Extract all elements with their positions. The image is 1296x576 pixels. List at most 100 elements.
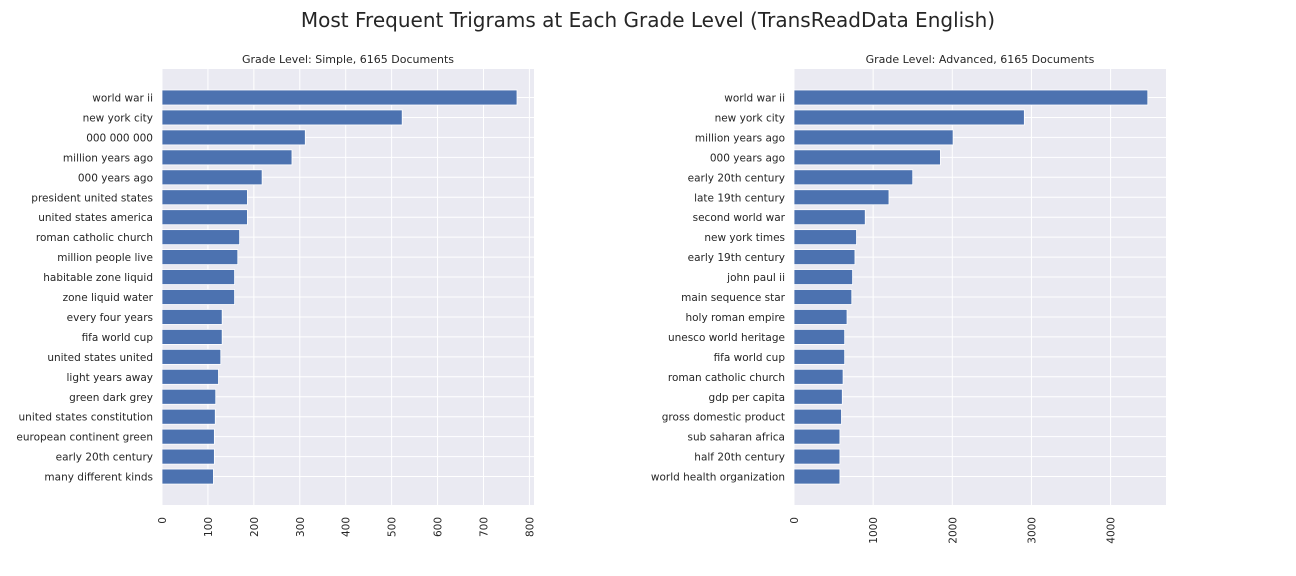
bar (793, 368, 844, 385)
category-label: roman catholic church (36, 232, 153, 244)
category-label: world war ii (724, 93, 785, 105)
category-label: early 19th century (688, 252, 785, 264)
category-label: early 20th century (56, 452, 153, 464)
bar (161, 109, 403, 126)
category-label: fifa world cup (82, 332, 154, 344)
bar (161, 189, 248, 206)
x-tick-label: 1000 (868, 517, 880, 544)
category-label: 000 000 000 (86, 132, 153, 144)
category-label: light years away (66, 372, 153, 384)
bar (161, 309, 223, 325)
bar (161, 368, 219, 385)
bar (161, 388, 217, 405)
bar (161, 289, 235, 305)
category-label: million people live (57, 252, 153, 264)
category-label: new york city (83, 112, 153, 124)
bar (161, 408, 216, 425)
x-tick-label: 200 (249, 517, 261, 537)
bar (793, 309, 848, 325)
bar (161, 448, 215, 465)
x-tick-label: 800 (524, 517, 536, 537)
bar (793, 149, 941, 166)
category-label: 000 years ago (710, 152, 785, 164)
x-tick-label: 4000 (1106, 517, 1118, 544)
category-label: fifa world cup (714, 352, 786, 364)
subplot-title: Grade Level: Simple, 6165 Documents (242, 53, 454, 66)
bar (793, 129, 954, 146)
bar (161, 468, 214, 485)
category-label: sub saharan africa (688, 432, 785, 444)
bar (793, 408, 842, 425)
x-tick-label: 700 (478, 517, 490, 537)
bar (161, 269, 235, 285)
bar (793, 388, 843, 405)
bar (161, 229, 241, 246)
bar (161, 89, 518, 106)
bar (793, 209, 866, 226)
category-label: million years ago (63, 152, 153, 164)
category-label: early 20th century (688, 172, 785, 184)
bar (793, 169, 914, 186)
bar (161, 428, 215, 445)
bar (793, 89, 1149, 106)
bar (793, 468, 841, 485)
category-label: main sequence star (681, 292, 786, 304)
bar (793, 189, 890, 206)
category-label: half 20th century (694, 452, 785, 464)
category-label: gross domestic product (662, 412, 785, 424)
subplot-title: Grade Level: Advanced, 6165 Documents (866, 53, 1095, 66)
x-tick-label: 500 (387, 517, 399, 537)
category-label: new york times (704, 232, 785, 244)
x-tick-label: 400 (341, 517, 353, 537)
x-tick-label: 3000 (1026, 517, 1038, 544)
bar (793, 289, 853, 305)
bar (161, 149, 293, 166)
category-label: gdp per capita (709, 392, 785, 404)
x-tick-label: 300 (295, 517, 307, 537)
panel-simple: 0 100 200 300 400 500 600 700 800 world war ii new… (16, 53, 536, 537)
bar (793, 249, 856, 266)
x-tick-label: 600 (433, 517, 445, 537)
x-tick-label: 100 (203, 517, 215, 537)
bar (793, 109, 1025, 126)
bar (161, 169, 263, 186)
category-label: green dark grey (69, 392, 153, 404)
category-label: roman catholic church (668, 372, 785, 384)
bar (161, 209, 248, 226)
bar (793, 229, 857, 246)
category-label: united states constitution (19, 412, 153, 424)
category-label: european continent green (16, 432, 153, 444)
category-label: zone liquid water (63, 292, 154, 304)
x-tick-label: 0 (789, 517, 801, 524)
category-label: world war ii (92, 93, 153, 105)
category-label: 000 years ago (78, 172, 153, 184)
figure-title: Most Frequent Trigrams at Each Grade Lev… (300, 8, 996, 32)
bar (161, 348, 222, 365)
category-label: world health organization (651, 472, 785, 484)
bar (793, 428, 841, 445)
bar (793, 348, 846, 365)
category-label: many different kinds (44, 472, 153, 484)
category-label: new york city (715, 112, 785, 124)
category-label: john paul ii (726, 272, 785, 284)
category-label: late 19th century (694, 192, 785, 204)
category-label: habitable zone liquid (43, 272, 153, 284)
category-label: holy roman empire (685, 312, 785, 324)
bar (793, 269, 853, 285)
category-label: second world war (693, 212, 786, 224)
bar (161, 129, 306, 146)
x-tick-label: 0 (157, 517, 169, 524)
x-tick-label: 2000 (947, 517, 959, 544)
bar (161, 328, 223, 345)
category-label: unesco world heritage (668, 332, 785, 344)
category-label: million years ago (695, 132, 785, 144)
bar (161, 249, 239, 266)
bar (793, 448, 841, 465)
category-label: united states america (38, 212, 153, 224)
category-label: united states united (47, 352, 153, 364)
category-label: every four years (67, 312, 153, 324)
category-label: president united states (31, 192, 153, 204)
panel-advanced: 0 1000 2000 3000 4000 world war ii new york ci… (651, 53, 1166, 544)
bar (793, 328, 846, 345)
